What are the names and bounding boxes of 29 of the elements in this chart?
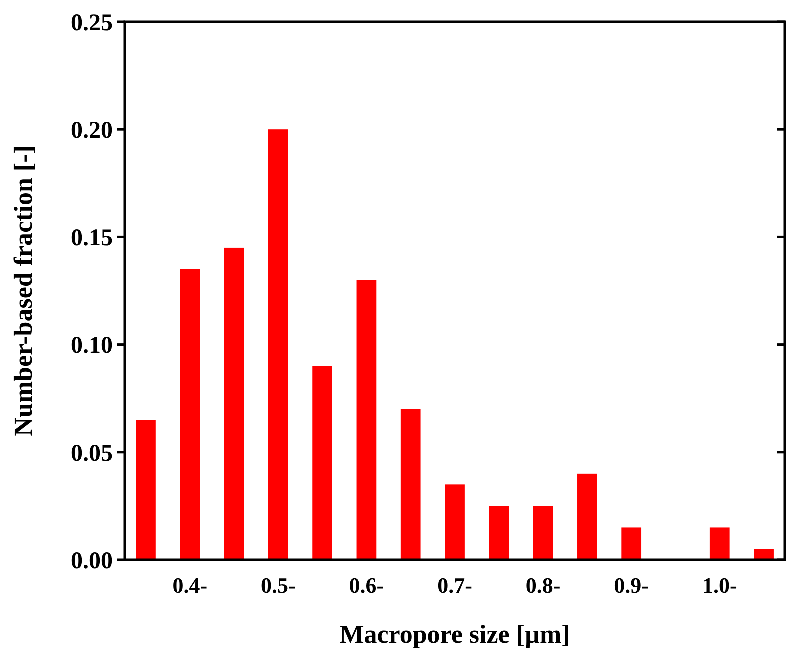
bar [578,474,598,560]
bar [180,269,200,560]
y-axis-title: Number-based fraction [-] [9,146,38,436]
x-tick-label: 0.9- [614,573,650,598]
bar [268,130,288,560]
x-tick-label: 0.8- [526,573,561,598]
y-tick-label: 0.05 [71,440,113,467]
x-tick-label: 0.6- [349,573,384,598]
bar [710,528,730,560]
bar [489,506,510,560]
x-tick-label: 0.7- [438,573,472,598]
x-axis-title: Macropore size [µm] [340,620,570,649]
bar [224,248,244,560]
x-tick-label: 1.0- [702,573,738,598]
y-tick-label: 0.15 [71,226,113,252]
bar [136,420,156,560]
bar [400,409,421,560]
y-tick-label: 0.25 [71,10,113,36]
y-tick-label: 0.10 [71,333,113,360]
bar [622,528,642,560]
bar [356,280,377,560]
bar [445,484,465,560]
bar [754,549,774,560]
bar [533,506,554,560]
x-tick-label: 0.4- [172,573,208,598]
y-tick-label: 0.20 [71,118,113,144]
bar [312,366,332,560]
y-tick-label: 0.00 [71,548,113,574]
x-tick-label: 0.5- [260,573,296,598]
